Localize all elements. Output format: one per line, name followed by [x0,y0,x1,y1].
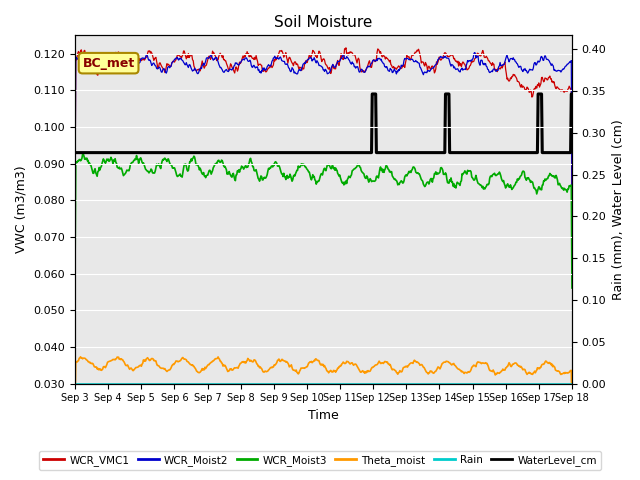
WCR_VMC1 [399,63,406,69]
Line: WCR_Moist3: WCR_Moist3 [75,154,572,288]
WCR_Moist3 [71,270,79,276]
Line: Theta_moist: Theta_moist [75,357,572,411]
Theta_moist [384,361,392,367]
Theta_moist [71,403,79,409]
Rain [131,381,139,386]
WCR_VMC1 [384,57,392,62]
WaterLevel_cm [384,150,392,156]
Rain [568,381,576,386]
WCR_Moist3 [568,285,576,291]
WCR_VMC1 [208,53,216,59]
Rain [208,381,216,386]
Text: BC_met: BC_met [83,57,135,70]
WaterLevel_cm [80,150,88,156]
Theta_moist [399,367,406,372]
WCR_Moist2 [398,63,406,69]
WCR_VMC1 [71,202,79,207]
Theta_moist [132,365,140,371]
WaterLevel_cm [369,91,376,97]
Theta_moist [182,357,190,363]
WaterLevel_cm [568,91,576,97]
WCR_Moist2 [182,62,189,68]
WCR_Moist3 [209,168,216,173]
WCR_VMC1 [342,45,350,51]
WCR_VMC1 [568,219,576,225]
WCR_Moist3 [384,166,392,172]
Title: Soil Moisture: Soil Moisture [275,15,372,30]
Line: WCR_Moist2: WCR_Moist2 [75,53,572,204]
WCR_Moist2 [131,66,139,72]
WaterLevel_cm [131,150,139,156]
Legend: WCR_VMC1, WCR_Moist2, WCR_Moist3, Theta_moist, Rain, WaterLevel_cm: WCR_VMC1, WCR_Moist2, WCR_Moist3, Theta_… [39,451,601,470]
WCR_Moist2 [383,66,391,72]
WCR_Moist2 [470,50,478,56]
WCR_Moist3 [79,151,87,157]
WCR_VMC1 [182,53,189,59]
WCR_VMC1 [80,48,88,54]
Line: WaterLevel_cm: WaterLevel_cm [75,94,572,153]
WaterLevel_cm [182,150,189,156]
Y-axis label: Rain (mm), Water Level (cm): Rain (mm), Water Level (cm) [612,119,625,300]
Rain [398,381,406,386]
Y-axis label: VWC (m3/m3): VWC (m3/m3) [15,166,28,253]
WCR_VMC1 [131,65,139,71]
WCR_Moist2 [568,201,576,207]
WCR_Moist3 [399,180,406,186]
Rain [182,381,189,386]
WaterLevel_cm [399,150,406,156]
WCR_Moist3 [132,157,140,163]
Rain [383,381,391,386]
WCR_Moist2 [80,58,88,64]
WaterLevel_cm [71,150,79,156]
WCR_Moist3 [81,156,88,162]
Theta_moist [209,358,216,364]
X-axis label: Time: Time [308,409,339,422]
WCR_Moist3 [182,163,190,169]
Theta_moist [77,354,84,360]
WCR_Moist2 [71,200,79,206]
Rain [80,381,88,386]
Theta_moist [81,355,88,361]
WaterLevel_cm [208,150,216,156]
Rain [71,381,79,386]
Line: WCR_VMC1: WCR_VMC1 [75,48,572,222]
WCR_Moist2 [208,54,216,60]
Theta_moist [568,408,576,414]
